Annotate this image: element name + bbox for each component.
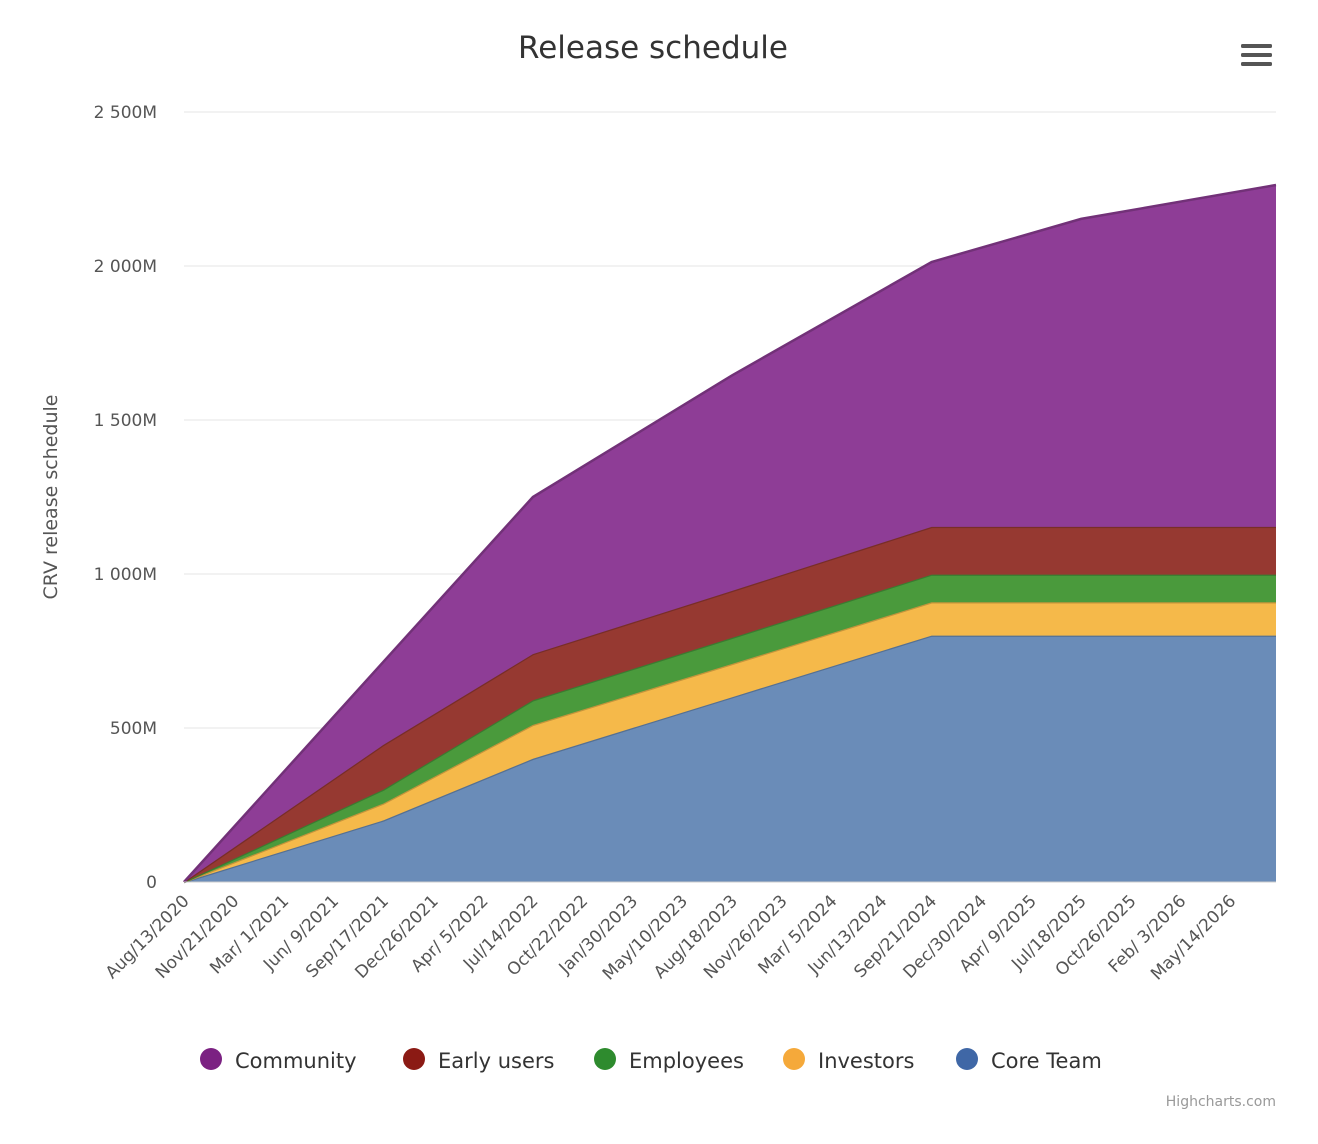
legend-label: Early users xyxy=(438,1049,554,1073)
chart-menu-button[interactable] xyxy=(1232,36,1280,76)
legend-item-employees[interactable]: Employees xyxy=(594,1048,744,1073)
legend-marker xyxy=(594,1048,616,1070)
legend-marker xyxy=(783,1048,805,1070)
area-series xyxy=(183,183,1277,884)
y-axis-ticks: 0 500M 1 000M 1 500M 2 000M 2 500M xyxy=(94,103,157,893)
y-tick-label: 2 000M xyxy=(94,257,157,277)
area-community[interactable] xyxy=(184,185,1276,882)
legend-label: Investors xyxy=(818,1049,914,1073)
area-early-users[interactable] xyxy=(184,526,1276,882)
legend-item-investors[interactable]: Investors xyxy=(783,1048,914,1073)
legend-marker xyxy=(403,1048,425,1070)
legend-label: Community xyxy=(235,1049,357,1073)
y-tick-label: 2 500M xyxy=(94,103,157,123)
legend: Community Early users Employees Investors Co… xyxy=(200,1048,1102,1073)
highcharts-credit[interactable]: Highcharts.com xyxy=(1166,1094,1276,1110)
legend-marker xyxy=(956,1048,978,1070)
legend-item-early-users[interactable]: Early users xyxy=(403,1048,554,1073)
y-tick-label: 1 500M xyxy=(94,411,157,431)
hamburger-menu-icon xyxy=(1241,44,1272,66)
chart-title: Release schedule xyxy=(518,30,788,66)
legend-marker xyxy=(200,1048,222,1070)
y-tick-label: 0 xyxy=(146,873,157,893)
y-tick-label: 500M xyxy=(110,719,157,739)
legend-item-community[interactable]: Community xyxy=(200,1048,357,1073)
y-tick-label: 1 000M xyxy=(94,565,157,585)
series-line-community xyxy=(183,183,1277,883)
y-axis-label: CRV release schedule xyxy=(40,395,62,600)
area-investors[interactable] xyxy=(184,602,1276,882)
area-core-team[interactable] xyxy=(184,635,1276,882)
legend-item-core-team[interactable]: Core Team xyxy=(956,1048,1102,1073)
x-tick-label: Aug/13/2020 xyxy=(102,891,194,983)
legend-label: Core Team xyxy=(991,1049,1102,1073)
legend-label: Employees xyxy=(629,1049,744,1073)
